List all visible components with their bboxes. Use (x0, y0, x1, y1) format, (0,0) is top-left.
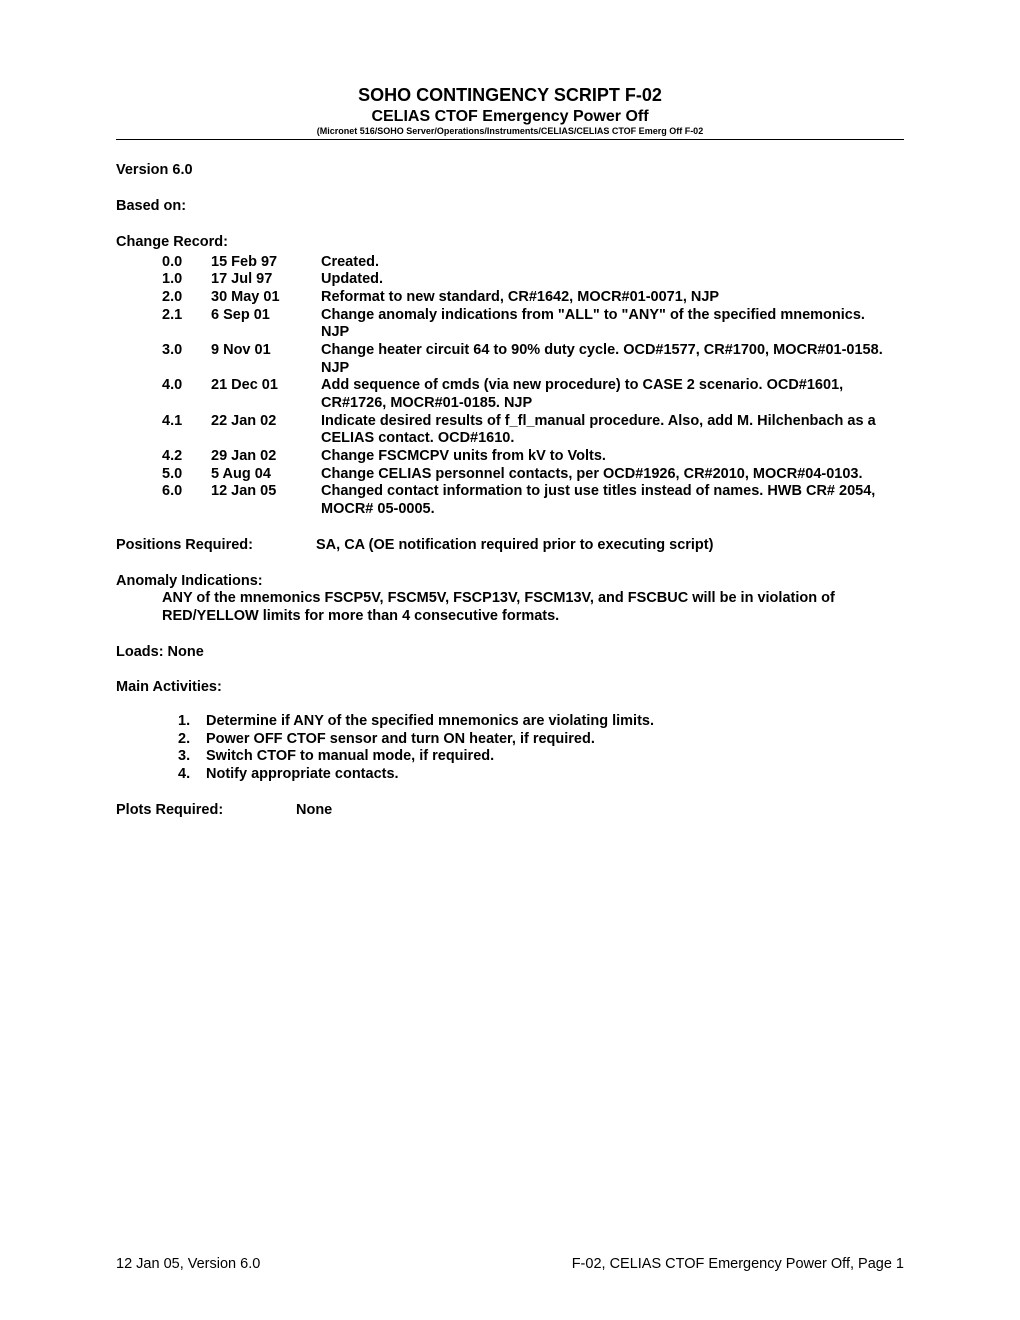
change-record-table: 0.0 15 Feb 97 Created. 1.0 17 Jul 97 Upd… (116, 254, 904, 519)
doc-title-2: CELIAS CTOF Emergency Power Off (116, 107, 904, 127)
cr-date: 15 Feb 97 (211, 254, 321, 272)
activity-number: 2. (178, 731, 206, 749)
cr-version: 1.0 (116, 271, 211, 289)
cr-version: 6.0 (116, 483, 211, 518)
cr-desc: Add sequence of cmds (via new procedure)… (321, 377, 904, 412)
change-record-row: 1.0 17 Jul 97 Updated. (116, 271, 904, 289)
cr-version: 3.0 (116, 342, 211, 377)
main-activities-label: Main Activities: (116, 679, 904, 697)
activity-text: Determine if ANY of the specified mnemon… (206, 713, 904, 731)
cr-version: 4.2 (116, 448, 211, 466)
change-record-row: 2.1 6 Sep 01 Change anomaly indications … (116, 307, 904, 342)
change-record-row: 2.0 30 May 01 Reformat to new standard, … (116, 289, 904, 307)
cr-date: 5 Aug 04 (211, 466, 321, 484)
positions-label: Positions Required: (116, 537, 316, 555)
positions-value: SA, CA (OE notification required prior t… (316, 537, 904, 555)
cr-desc: Change heater circuit 64 to 90% duty cyc… (321, 342, 904, 377)
cr-version: 2.1 (116, 307, 211, 342)
cr-date: 22 Jan 02 (211, 413, 321, 448)
cr-version: 0.0 (116, 254, 211, 272)
activity-item: 3. Switch CTOF to manual mode, if requir… (178, 748, 904, 766)
plots-required: Plots Required: None (116, 802, 904, 820)
positions-required: Positions Required: SA, CA (OE notificat… (116, 537, 904, 555)
cr-date: 30 May 01 (211, 289, 321, 307)
cr-version: 2.0 (116, 289, 211, 307)
change-record-row: 4.1 22 Jan 02 Indicate desired results o… (116, 413, 904, 448)
anomaly-indications: Anomaly Indications: ANY of the mnemonic… (116, 573, 904, 626)
change-record-row: 0.0 15 Feb 97 Created. (116, 254, 904, 272)
cr-date: 29 Jan 02 (211, 448, 321, 466)
activities-list: 1. Determine if ANY of the specified mne… (116, 713, 904, 784)
cr-date: 9 Nov 01 (211, 342, 321, 377)
loads-line: Loads: None (116, 644, 904, 662)
cr-desc: Indicate desired results of f_fl_manual … (321, 413, 904, 448)
document-header: SOHO CONTINGENCY SCRIPT F-02 CELIAS CTOF… (116, 85, 904, 137)
footer-right: F-02, CELIAS CTOF Emergency Power Off, P… (572, 1256, 904, 1272)
activity-number: 3. (178, 748, 206, 766)
change-record-row: 5.0 5 Aug 04 Change CELIAS personnel con… (116, 466, 904, 484)
activity-item: 1. Determine if ANY of the specified mne… (178, 713, 904, 731)
cr-desc: Changed contact information to just use … (321, 483, 904, 518)
change-record-row: 4.0 21 Dec 01 Add sequence of cmds (via … (116, 377, 904, 412)
activity-item: 4. Notify appropriate contacts. (178, 766, 904, 784)
activity-number: 1. (178, 713, 206, 731)
anomaly-text: ANY of the mnemonics FSCP5V, FSCM5V, FSC… (116, 590, 904, 625)
cr-version: 4.0 (116, 377, 211, 412)
cr-desc: Change FSCMCPV units from kV to Volts. (321, 448, 904, 466)
doc-title-1: SOHO CONTINGENCY SCRIPT F-02 (116, 85, 904, 107)
cr-date: 12 Jan 05 (211, 483, 321, 518)
activity-item: 2. Power OFF CTOF sensor and turn ON hea… (178, 731, 904, 749)
page-footer: 12 Jan 05, Version 6.0 F-02, CELIAS CTOF… (116, 1256, 904, 1272)
header-rule (116, 139, 904, 140)
activity-text: Switch CTOF to manual mode, if required. (206, 748, 904, 766)
cr-desc: Updated. (321, 271, 904, 289)
cr-desc: Change CELIAS personnel contacts, per OC… (321, 466, 904, 484)
activity-text: Power OFF CTOF sensor and turn ON heater… (206, 731, 904, 749)
version-line: Version 6.0 (116, 162, 904, 180)
cr-desc: Created. (321, 254, 904, 272)
change-record-label: Change Record: (116, 234, 904, 252)
cr-date: 21 Dec 01 (211, 377, 321, 412)
cr-version: 4.1 (116, 413, 211, 448)
change-record-row: 3.0 9 Nov 01 Change heater circuit 64 to… (116, 342, 904, 377)
plots-value: None (296, 802, 904, 820)
doc-path: (Micronet 516/SOHO Server/Operations/Ins… (116, 126, 904, 137)
cr-version: 5.0 (116, 466, 211, 484)
plots-label: Plots Required: (116, 802, 296, 820)
cr-desc: Change anomaly indications from "ALL" to… (321, 307, 904, 342)
cr-date: 17 Jul 97 (211, 271, 321, 289)
footer-left: 12 Jan 05, Version 6.0 (116, 1256, 260, 1272)
activity-text: Notify appropriate contacts. (206, 766, 904, 784)
activity-number: 4. (178, 766, 206, 784)
change-record-row: 4.2 29 Jan 02 Change FSCMCPV units from … (116, 448, 904, 466)
based-on-label: Based on: (116, 198, 904, 216)
change-record-row: 6.0 12 Jan 05 Changed contact informatio… (116, 483, 904, 518)
cr-desc: Reformat to new standard, CR#1642, MOCR#… (321, 289, 904, 307)
cr-date: 6 Sep 01 (211, 307, 321, 342)
anomaly-label: Anomaly Indications: (116, 573, 904, 591)
